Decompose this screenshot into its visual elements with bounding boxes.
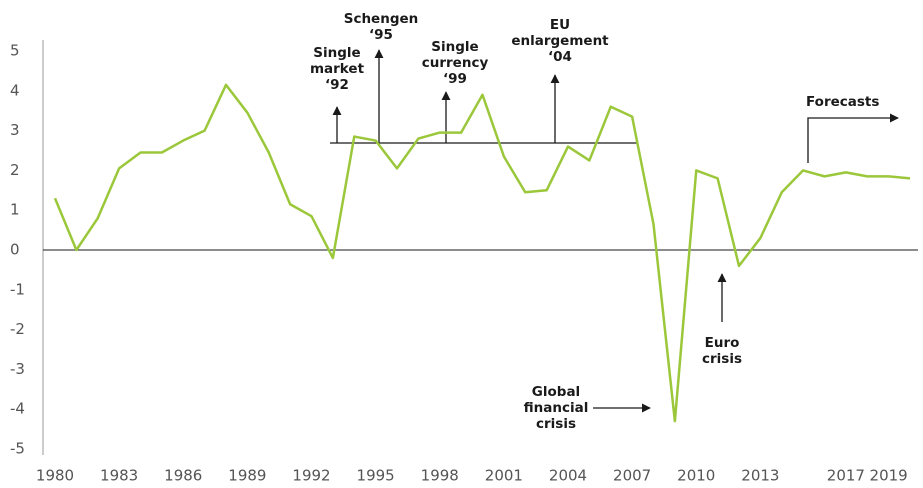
y-tick-label: -3 — [10, 360, 25, 378]
y-tick-label: 5 — [10, 42, 20, 60]
annotation: Global — [532, 384, 580, 400]
annotation: ‘92 — [325, 77, 349, 93]
x-tick-label: 2001 — [485, 467, 523, 485]
y-tick-label: -2 — [10, 320, 25, 338]
x-tick-label: 2007 — [613, 467, 651, 485]
x-tick-label: 1980 — [36, 467, 74, 485]
y-tick-label: 3 — [10, 121, 20, 139]
annotation: Schengen — [344, 11, 419, 27]
annotation: ‘04 — [548, 49, 572, 65]
annotation: EU — [550, 17, 570, 33]
x-tick-label: 1995 — [357, 467, 395, 485]
annotation: Forecasts — [806, 94, 879, 110]
x-tick-label: 2010 — [677, 467, 715, 485]
x-tick-label: 2017 — [827, 467, 865, 485]
annotation: crisis — [702, 351, 742, 367]
annotation: enlargement — [511, 33, 609, 49]
y-tick-label: -5 — [10, 440, 25, 458]
annotation: financial — [524, 400, 589, 416]
annotation-arrows — [330, 49, 899, 413]
annotation: Single — [313, 45, 360, 61]
y-tick-label: -4 — [10, 400, 25, 418]
y-tick-label: 2 — [10, 161, 20, 179]
y-tick-label: -1 — [10, 280, 25, 298]
annotation: currency — [422, 55, 489, 71]
annotation: Single — [431, 39, 478, 55]
x-tick-label: 2013 — [741, 467, 779, 485]
y-tick-label: 0 — [10, 241, 20, 259]
x-tick-label: 1983 — [100, 467, 138, 485]
annotation: Euro — [705, 335, 740, 351]
x-tick-label: 1998 — [421, 467, 459, 485]
y-tick-label: 1 — [10, 201, 20, 219]
x-tick-label: 1992 — [292, 467, 330, 485]
x-tick-label: 2004 — [549, 467, 587, 485]
x-tick-label: 2019 — [870, 467, 908, 485]
annotation: ‘99 — [443, 71, 467, 87]
x-tick-label: 1989 — [228, 467, 266, 485]
annotation: crisis — [536, 416, 576, 432]
y-tick-label: 4 — [10, 81, 20, 99]
annotation: market — [310, 61, 365, 77]
annotation: ‘95 — [369, 27, 393, 43]
data-line — [53, 83, 911, 423]
x-tick-label: 1986 — [164, 467, 202, 485]
